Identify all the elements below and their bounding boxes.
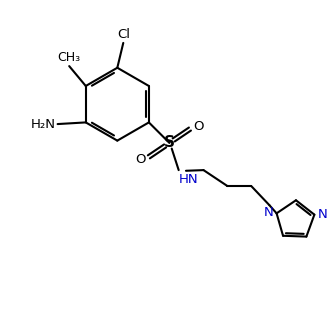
Text: O: O <box>193 120 204 133</box>
Text: N: N <box>264 206 274 219</box>
Text: H₂N: H₂N <box>31 117 56 131</box>
Text: S: S <box>164 135 175 151</box>
Text: CH₃: CH₃ <box>58 51 81 64</box>
Text: HN: HN <box>179 173 199 186</box>
Text: N: N <box>318 208 327 221</box>
Text: Cl: Cl <box>117 28 130 40</box>
Text: O: O <box>135 153 146 166</box>
